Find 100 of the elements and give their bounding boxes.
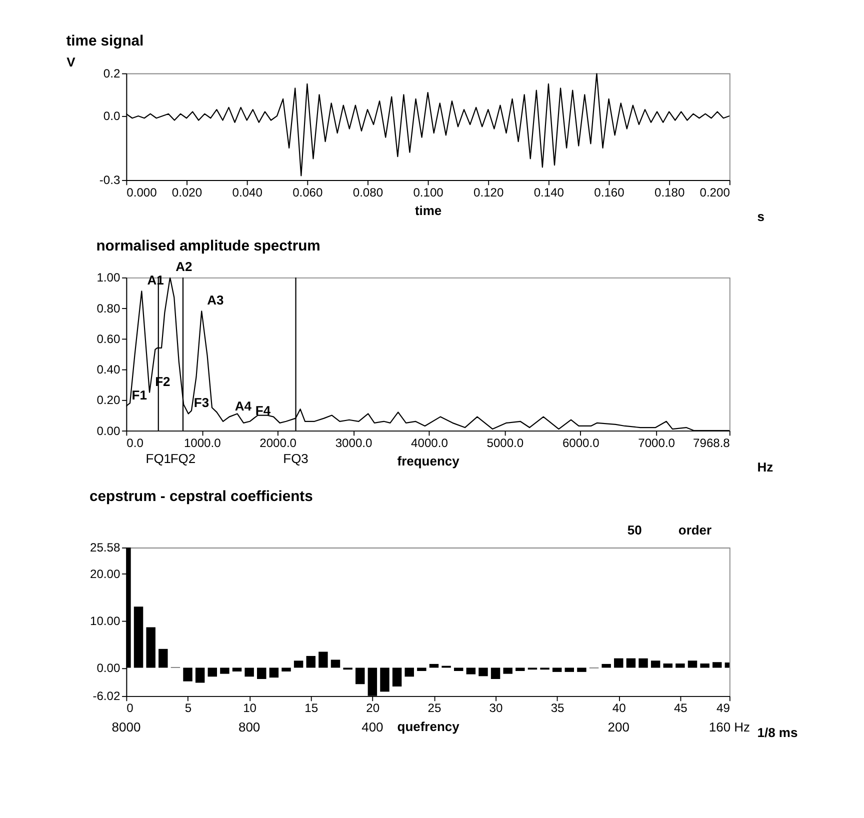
bar bbox=[626, 658, 636, 668]
bar bbox=[306, 656, 316, 668]
x-tick-label: 0.180 bbox=[654, 185, 685, 200]
chart-title: time signal bbox=[66, 33, 144, 50]
text: 50 bbox=[627, 522, 642, 538]
x-tick-label: 0.000 bbox=[126, 185, 158, 200]
x-tick-label: 7000.0 bbox=[638, 436, 676, 450]
x-tick-label: 0.100 bbox=[413, 185, 444, 200]
x-axis-title: quefrency bbox=[397, 718, 460, 734]
bar bbox=[650, 660, 660, 668]
bar bbox=[269, 668, 279, 678]
bar bbox=[638, 658, 648, 668]
x-tick-label: 0.040 bbox=[232, 185, 263, 200]
x-tick-label: 49 bbox=[716, 701, 730, 716]
x-tick-label: 3000.0 bbox=[335, 436, 372, 450]
x-tick-label: 6000.0 bbox=[562, 436, 600, 450]
bar bbox=[663, 663, 672, 668]
x-axis-title: frequency bbox=[397, 453, 460, 468]
bar bbox=[688, 660, 698, 668]
chart-title: cepstrum - cepstral coefficients bbox=[90, 489, 313, 506]
annotation: A4 bbox=[234, 398, 252, 414]
bar bbox=[244, 668, 254, 677]
bar bbox=[429, 664, 439, 668]
chart-title: normalised amplitude spectrum bbox=[96, 238, 320, 255]
x-tick-label: 30 bbox=[489, 701, 503, 716]
text: Hz bbox=[757, 459, 774, 474]
text: 160 Hz bbox=[708, 719, 750, 734]
bar bbox=[380, 668, 390, 692]
bar bbox=[232, 668, 242, 672]
bar bbox=[220, 668, 230, 674]
x-tick-label: 2000.0 bbox=[260, 436, 297, 450]
x-tick-label: 0.020 bbox=[172, 185, 202, 200]
x-tick-label: 25 bbox=[428, 701, 442, 716]
bar bbox=[454, 668, 464, 671]
text: s bbox=[757, 208, 765, 224]
x-tick-label: 15 bbox=[304, 701, 318, 716]
ref-line-label: FQ1 bbox=[146, 451, 172, 466]
bar bbox=[478, 668, 488, 676]
bar bbox=[602, 664, 611, 668]
bar bbox=[712, 662, 722, 668]
bar bbox=[503, 668, 512, 674]
y-tick-label: 25.58 bbox=[90, 540, 120, 555]
bar bbox=[146, 627, 156, 668]
bar bbox=[134, 606, 144, 668]
y-tick-label: 0.2 bbox=[103, 66, 120, 80]
text: 200 bbox=[608, 719, 630, 734]
x-tick-label: 0.140 bbox=[534, 185, 564, 200]
bar bbox=[417, 668, 426, 671]
x-tick-label: 35 bbox=[550, 701, 565, 716]
y-tick-label: 0.60 bbox=[96, 332, 120, 346]
x-tick-label: 1000.0 bbox=[184, 436, 222, 450]
ref-line-label: FQ2 bbox=[170, 451, 196, 466]
bar bbox=[330, 660, 340, 668]
y-tick-label: 10.00 bbox=[90, 614, 120, 628]
y-tick-label: 0.80 bbox=[96, 301, 120, 316]
bar bbox=[490, 668, 500, 679]
y-tick-label: -6.02 bbox=[92, 689, 120, 704]
bar bbox=[257, 668, 266, 679]
ref-line-label: FQ3 bbox=[283, 451, 308, 466]
y-tick-label: 20.00 bbox=[90, 566, 120, 581]
x-tick-label: 0.0 bbox=[126, 436, 144, 450]
bar bbox=[392, 668, 402, 687]
x-tick-label: 0.080 bbox=[352, 185, 384, 200]
x-tick-label: 20 bbox=[366, 701, 380, 716]
x-tick-label: 0.200 bbox=[700, 185, 730, 200]
x-tick-label: 5 bbox=[184, 701, 192, 716]
y-axis-title: V bbox=[66, 54, 76, 70]
bar bbox=[466, 668, 476, 674]
y-tick-label: -0.3 bbox=[99, 173, 120, 188]
bar bbox=[552, 668, 562, 672]
bar bbox=[404, 668, 414, 677]
bar bbox=[614, 658, 624, 668]
bar bbox=[208, 668, 218, 677]
x-tick-label: 45 bbox=[674, 701, 688, 716]
x-axis-title: time bbox=[414, 202, 442, 218]
x-tick-label: 7968.8 bbox=[693, 436, 730, 450]
annotation: F1 bbox=[132, 388, 147, 403]
annotation: F4 bbox=[255, 402, 272, 418]
bar bbox=[356, 668, 365, 684]
text: 8000 bbox=[112, 719, 141, 734]
bar bbox=[676, 663, 685, 668]
annotation: A3 bbox=[207, 292, 224, 308]
x-tick-label: 5000.0 bbox=[486, 436, 524, 450]
annotation: A2 bbox=[176, 258, 192, 274]
bar bbox=[577, 668, 586, 672]
y-tick-label: 0.00 bbox=[96, 660, 120, 675]
x-tick-label: 0.160 bbox=[594, 185, 625, 200]
text: 1/8 ms bbox=[757, 724, 798, 740]
x-tick-label: 10 bbox=[243, 701, 257, 716]
bar bbox=[195, 668, 205, 683]
bar bbox=[516, 668, 525, 671]
x-tick-label: 40 bbox=[612, 701, 626, 716]
x-tick-label: 0 bbox=[126, 701, 134, 716]
bar bbox=[318, 652, 328, 668]
bar bbox=[183, 668, 192, 682]
y-tick-label: 0.40 bbox=[96, 362, 120, 377]
bar bbox=[700, 663, 710, 668]
y-tick-label: 0.20 bbox=[96, 393, 120, 408]
bar bbox=[564, 668, 574, 672]
x-tick-label: 0.120 bbox=[474, 185, 504, 200]
